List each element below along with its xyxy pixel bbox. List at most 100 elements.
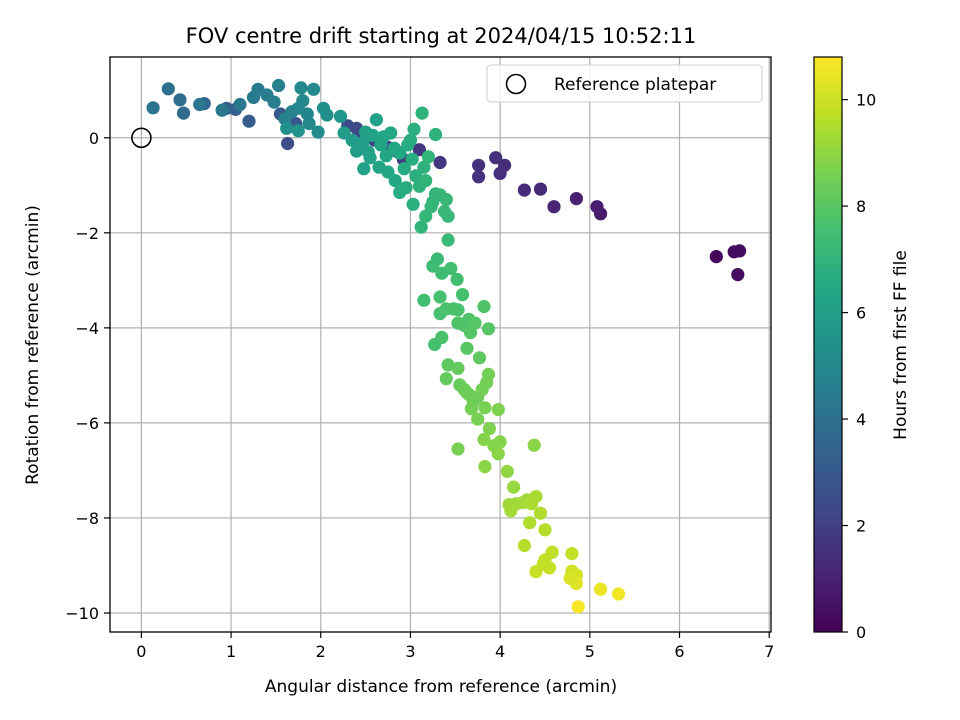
y-tick-label: −2 bbox=[75, 224, 99, 243]
data-point bbox=[450, 272, 464, 286]
data-point bbox=[733, 244, 747, 258]
data-point bbox=[565, 547, 579, 561]
data-point bbox=[291, 124, 305, 138]
data-point bbox=[709, 250, 723, 264]
data-point bbox=[477, 432, 491, 447]
data-point bbox=[397, 162, 411, 176]
x-tick-label: 7 bbox=[764, 642, 774, 661]
data-point bbox=[439, 372, 453, 386]
data-point bbox=[441, 233, 455, 247]
data-point bbox=[320, 108, 334, 122]
data-point bbox=[481, 322, 496, 336]
data-point bbox=[403, 133, 418, 147]
colorbar-tick-label: 10 bbox=[856, 91, 876, 110]
data-point bbox=[417, 160, 431, 174]
y-tick-label: −10 bbox=[65, 604, 99, 623]
data-point bbox=[482, 422, 496, 436]
colorbar-tick-label: 2 bbox=[856, 517, 866, 536]
data-point bbox=[176, 106, 191, 120]
x-tick-label: 1 bbox=[226, 642, 236, 661]
data-point bbox=[357, 162, 371, 176]
x-tick-label: 3 bbox=[405, 642, 415, 661]
data-point bbox=[451, 303, 465, 317]
data-point bbox=[281, 136, 295, 151]
data-point bbox=[478, 460, 492, 474]
x-tick-label: 6 bbox=[674, 642, 684, 661]
colorbar-tick-label: 0 bbox=[856, 623, 866, 642]
x-tick-label: 4 bbox=[495, 642, 505, 661]
data-point bbox=[146, 101, 160, 115]
colorbar-tick-label: 8 bbox=[856, 197, 866, 216]
data-point bbox=[407, 122, 421, 136]
data-point bbox=[460, 341, 474, 355]
data-point bbox=[523, 516, 537, 530]
data-point bbox=[472, 351, 487, 365]
x-tick-label: 2 bbox=[316, 642, 326, 661]
x-axis: 0 1 2 3 4 5 6 7 bbox=[136, 632, 774, 661]
data-point bbox=[424, 200, 438, 214]
data-point bbox=[472, 158, 486, 172]
data-point bbox=[504, 504, 518, 518]
colorbar-gradient bbox=[813, 56, 843, 633]
data-point bbox=[428, 337, 442, 352]
data-point bbox=[415, 106, 429, 120]
data-point bbox=[280, 121, 294, 135]
data-point bbox=[419, 174, 433, 188]
y-tick-label: −8 bbox=[75, 509, 99, 528]
legend: Reference platepar bbox=[486, 64, 763, 103]
data-point bbox=[491, 403, 505, 417]
x-tick-label: 5 bbox=[585, 642, 595, 661]
legend-box bbox=[486, 64, 763, 103]
data-point bbox=[478, 401, 492, 415]
data-point bbox=[471, 412, 485, 426]
reference-platepar-marker bbox=[131, 127, 152, 149]
data-point bbox=[433, 155, 447, 170]
data-point bbox=[345, 133, 359, 147]
data-point bbox=[529, 490, 543, 504]
data-point bbox=[594, 582, 608, 596]
data-point bbox=[173, 93, 187, 107]
data-point bbox=[426, 259, 440, 273]
data-point bbox=[421, 150, 435, 164]
data-point bbox=[517, 183, 532, 197]
data-point bbox=[215, 103, 229, 117]
data-point bbox=[333, 109, 348, 123]
data-point bbox=[451, 442, 465, 456]
data-point bbox=[459, 385, 473, 399]
data-point bbox=[536, 557, 550, 571]
legend-marker-icon bbox=[505, 73, 527, 95]
data-point bbox=[433, 290, 447, 304]
data-point bbox=[406, 197, 420, 211]
data-point bbox=[506, 480, 521, 494]
data-point bbox=[388, 174, 402, 188]
data-point bbox=[409, 169, 423, 183]
y-tick-label: −4 bbox=[75, 319, 99, 338]
data-point bbox=[463, 326, 478, 340]
plot-frame bbox=[109, 56, 772, 633]
data-point bbox=[307, 82, 321, 96]
data-point bbox=[366, 128, 380, 142]
colorbar-tick-label: 6 bbox=[856, 304, 866, 323]
y-tick-label: 0 bbox=[89, 129, 99, 148]
data-point bbox=[517, 538, 532, 553]
data-point bbox=[296, 94, 310, 108]
data-point bbox=[233, 97, 247, 112]
data-point bbox=[437, 204, 452, 218]
y-axis: −10 −8 −6 −4 −2 0 bbox=[65, 129, 110, 623]
data-point bbox=[242, 114, 256, 128]
data-point bbox=[300, 107, 314, 121]
data-point bbox=[493, 166, 507, 180]
colorbar-ticks: 0 2 4 6 8 10 bbox=[842, 91, 876, 642]
data-point bbox=[569, 192, 584, 206]
data-point bbox=[311, 125, 325, 139]
colorbar-label: Hours from first FF file bbox=[891, 250, 911, 440]
y-axis-label: Rotation from reference (arcmin) bbox=[23, 205, 43, 485]
data-point bbox=[571, 600, 585, 614]
data-point bbox=[272, 78, 286, 93]
data-point bbox=[533, 506, 548, 520]
data-point bbox=[455, 288, 470, 302]
data-point bbox=[611, 587, 626, 601]
data-point bbox=[384, 126, 398, 140]
